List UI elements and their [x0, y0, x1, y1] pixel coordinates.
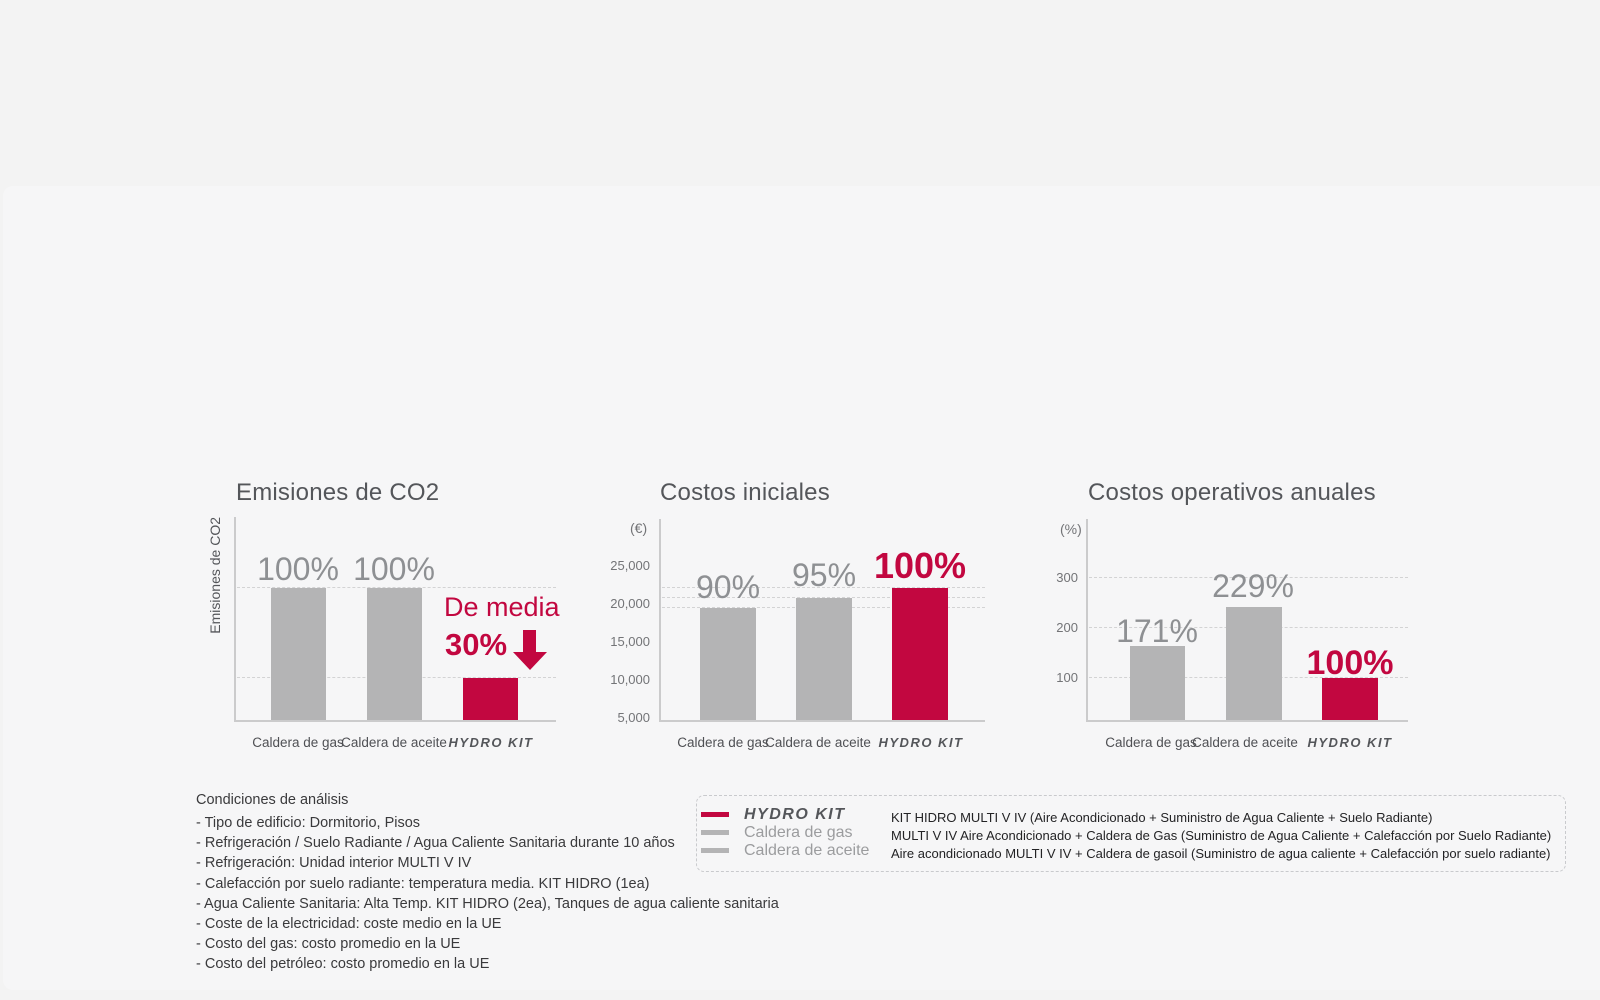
unit-label-percent: (%) — [1060, 521, 1082, 537]
legend-swatch-caldera-de-aceite — [701, 848, 729, 853]
value-label: 90% — [695, 569, 761, 605]
chart-emisiones-co2: Emisiones de CO2 Emisiones de CO2 100% 1… — [196, 470, 581, 770]
bar-hydro-kit — [1322, 678, 1378, 720]
annotation-text: De media — [444, 592, 560, 622]
bar-caldera-de-aceite — [367, 588, 422, 720]
value-label: 95% — [791, 557, 857, 593]
annotation-value: 30% — [445, 627, 508, 662]
unit-label-euro: (€) — [630, 520, 648, 536]
hydro-kit-logo: HYDRO KIT — [878, 735, 964, 750]
chart-title: Emisiones de CO2 — [236, 479, 440, 506]
x-axis-line — [659, 720, 985, 722]
condition-item: - Costo del gas: costo promedio en la UE — [196, 936, 461, 953]
bar-hydro-kit — [892, 588, 948, 720]
value-label-hydro-kit: 100% — [873, 545, 967, 586]
condition-item: - Agua Caliente Sanitaria: Alta Temp. KI… — [196, 895, 779, 912]
category-label-caldera-de-aceite: Caldera de aceite — [1192, 735, 1298, 750]
y-tick: 100 — [1056, 670, 1078, 685]
category-label-caldera-de-aceite: Caldera de aceite — [765, 735, 871, 750]
content-panel — [3, 186, 1600, 990]
arrow-down-icon — [513, 630, 547, 670]
gridline-300 — [1089, 577, 1408, 578]
legend-swatch-caldera-de-gas — [701, 830, 729, 835]
hydro-kit-logo: HYDRO KIT — [448, 735, 534, 750]
value-label: 171% — [1116, 613, 1198, 649]
bar-caldera-de-gas — [271, 588, 326, 720]
chart-costos-iniciales: Costos iniciales (€) 25,000 20,000 15,00… — [610, 470, 1000, 770]
value-label: 100% — [257, 551, 339, 587]
y-tick: 300 — [1056, 570, 1078, 585]
category-label-caldera-de-aceite: Caldera de aceite — [341, 735, 447, 750]
gridline-100pct — [237, 587, 556, 588]
hydro-kit-logo: HYDRO KIT — [1307, 735, 1393, 750]
category-label-caldera-de-gas: Caldera de gas — [677, 735, 769, 750]
bar-hydro-kit — [463, 678, 518, 720]
analysis-conditions: Condiciones de análisis - Tipo de edific… — [196, 792, 779, 975]
value-label-hydro-kit: 100% — [1306, 644, 1394, 682]
y-tick: 10,000 — [610, 672, 650, 687]
bar-caldera-de-aceite — [796, 598, 852, 720]
y-tick: 200 — [1056, 620, 1078, 635]
y-axis-line — [234, 517, 236, 722]
condition-item: - Refrigeración: Unidad interior MULTI V… — [196, 855, 472, 872]
value-label: 100% — [353, 551, 435, 587]
condition-item: - Tipo de edificio: Dormitorio, Pisos — [196, 815, 421, 831]
chart-title: Costos iniciales — [660, 479, 830, 506]
legend-description-hydro-kit: KIT HIDRO MULTI V IV (Aire Acondicionado… — [891, 810, 1433, 825]
value-label: 229% — [1212, 568, 1294, 604]
plot-area — [659, 519, 985, 722]
chart-title: Costos operativos anuales — [1088, 479, 1376, 506]
condition-item: - Costo del petróleo: costo promedio en … — [196, 956, 490, 973]
y-axis-line — [659, 519, 661, 722]
gridline-bar2-top — [662, 597, 985, 598]
y-tick: 20,000 — [610, 596, 650, 611]
y-axis-label: Emisiones de CO2 — [207, 517, 223, 634]
category-label-caldera-de-gas: Caldera de gas — [252, 735, 344, 750]
y-tick: 25,000 — [610, 558, 650, 573]
plot-area — [234, 517, 556, 722]
bar-caldera-de-gas — [1130, 646, 1185, 720]
condition-item: - Coste de la electricidad: coste medio … — [196, 916, 502, 933]
legend-description-caldera-de-aceite: Aire acondicionado MULTI V IV + Caldera … — [891, 846, 1551, 861]
plot-area — [1086, 519, 1408, 722]
y-axis-line — [1086, 519, 1088, 722]
conditions-heading: Condiciones de análisis — [196, 792, 349, 808]
bar-caldera-de-gas — [700, 608, 756, 720]
category-label-caldera-de-gas: Caldera de gas — [1105, 735, 1197, 750]
legend-label-caldera-de-gas: Caldera de gas — [744, 824, 853, 841]
y-tick: 5,000 — [617, 710, 650, 725]
conditions-list: - Tipo de edificio: Dormitorio, Pisos - … — [196, 813, 779, 975]
chart-costos-operativos-anuales: Costos operativos anuales (%) 300 200 10… — [1040, 470, 1425, 770]
condition-item: - Calefacción por suelo radiante: temper… — [196, 875, 650, 892]
bar-caldera-de-aceite — [1226, 607, 1282, 720]
legend-swatch-hydro-kit — [701, 812, 729, 817]
legend-label-hydro-kit: HYDRO KIT — [744, 806, 846, 823]
x-axis-line — [234, 720, 556, 722]
gridline-bar3-top — [662, 587, 985, 588]
x-axis-line — [1086, 720, 1408, 722]
legend-box: HYDRO KIT Caldera de gas Caldera de acei… — [696, 795, 1566, 872]
legend-label-caldera-de-aceite: Caldera de aceite — [744, 842, 870, 859]
condition-item: - Refrigeración / Suelo Radiante / Agua … — [196, 835, 675, 852]
y-tick: 15,000 — [610, 634, 650, 649]
legend-description-caldera-de-gas: MULTI V IV Aire Acondicionado + Caldera … — [891, 828, 1552, 843]
